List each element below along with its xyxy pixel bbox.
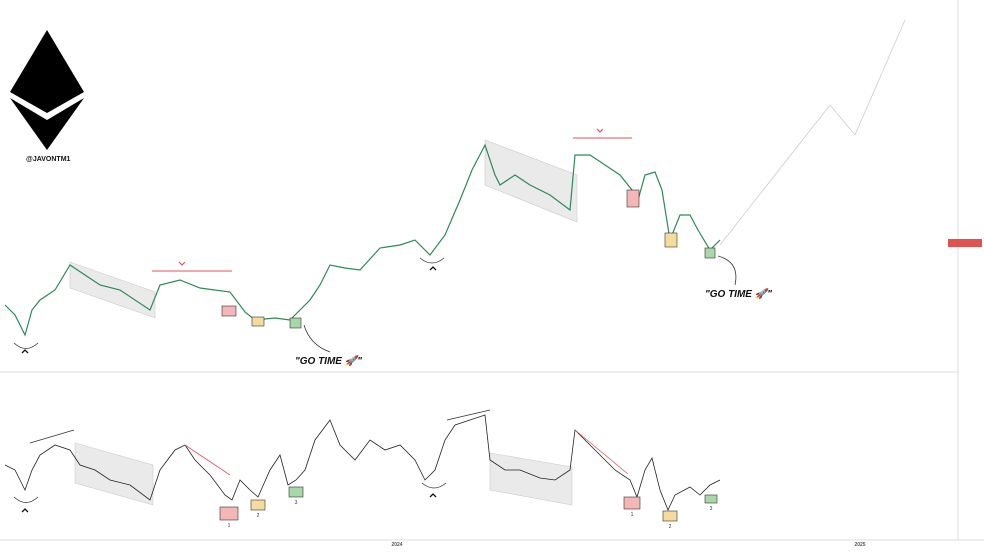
support-arc bbox=[13, 342, 39, 349]
callout: "GO TIME 🚀" bbox=[295, 354, 362, 367]
marker bbox=[596, 128, 604, 133]
red-box bbox=[626, 189, 640, 208]
step-label: 1 bbox=[228, 523, 231, 529]
marker bbox=[429, 266, 437, 271]
step-label: 3 bbox=[710, 506, 713, 512]
last-price-tag bbox=[948, 239, 982, 247]
yellow-box bbox=[662, 510, 678, 522]
green-box bbox=[704, 494, 718, 504]
projection-line bbox=[719, 19, 906, 246]
channel bbox=[74, 442, 154, 506]
green-box bbox=[289, 317, 302, 329]
callout: "GO TIME 🚀" bbox=[705, 287, 772, 300]
red-box bbox=[219, 506, 239, 521]
callout-arrow bbox=[303, 324, 331, 353]
logo: @JAVONTM1 bbox=[10, 30, 84, 163]
trend-line bbox=[574, 429, 629, 475]
yellow-box bbox=[250, 499, 266, 511]
support-arc bbox=[419, 257, 445, 264]
marker bbox=[429, 493, 437, 498]
red-box bbox=[623, 496, 641, 510]
step-label: 2 bbox=[669, 524, 672, 530]
channel bbox=[69, 261, 156, 319]
trend-line bbox=[446, 409, 491, 421]
marker bbox=[21, 349, 29, 354]
green-box bbox=[288, 486, 304, 498]
yellow-box bbox=[251, 316, 265, 327]
channel bbox=[489, 452, 573, 506]
step-label: 3 bbox=[295, 500, 298, 506]
callout-arrow bbox=[717, 255, 737, 286]
x-axis-label: 2024 bbox=[391, 542, 402, 548]
brand-handle: @JAVONTM1 bbox=[26, 156, 71, 163]
x-axis-label: 2025 bbox=[854, 542, 865, 548]
trend-line bbox=[29, 429, 75, 444]
step-label: 1 bbox=[631, 512, 634, 518]
support-arc bbox=[421, 482, 447, 489]
channel bbox=[484, 139, 578, 223]
step-label: 2 bbox=[257, 513, 260, 519]
green-box bbox=[704, 247, 716, 259]
red-box bbox=[221, 305, 237, 317]
marker bbox=[21, 508, 29, 513]
marker bbox=[178, 261, 186, 266]
yellow-box bbox=[664, 232, 678, 248]
support-arc bbox=[13, 496, 39, 503]
oscillator-line bbox=[4, 414, 721, 512]
trend-line bbox=[184, 444, 231, 476]
